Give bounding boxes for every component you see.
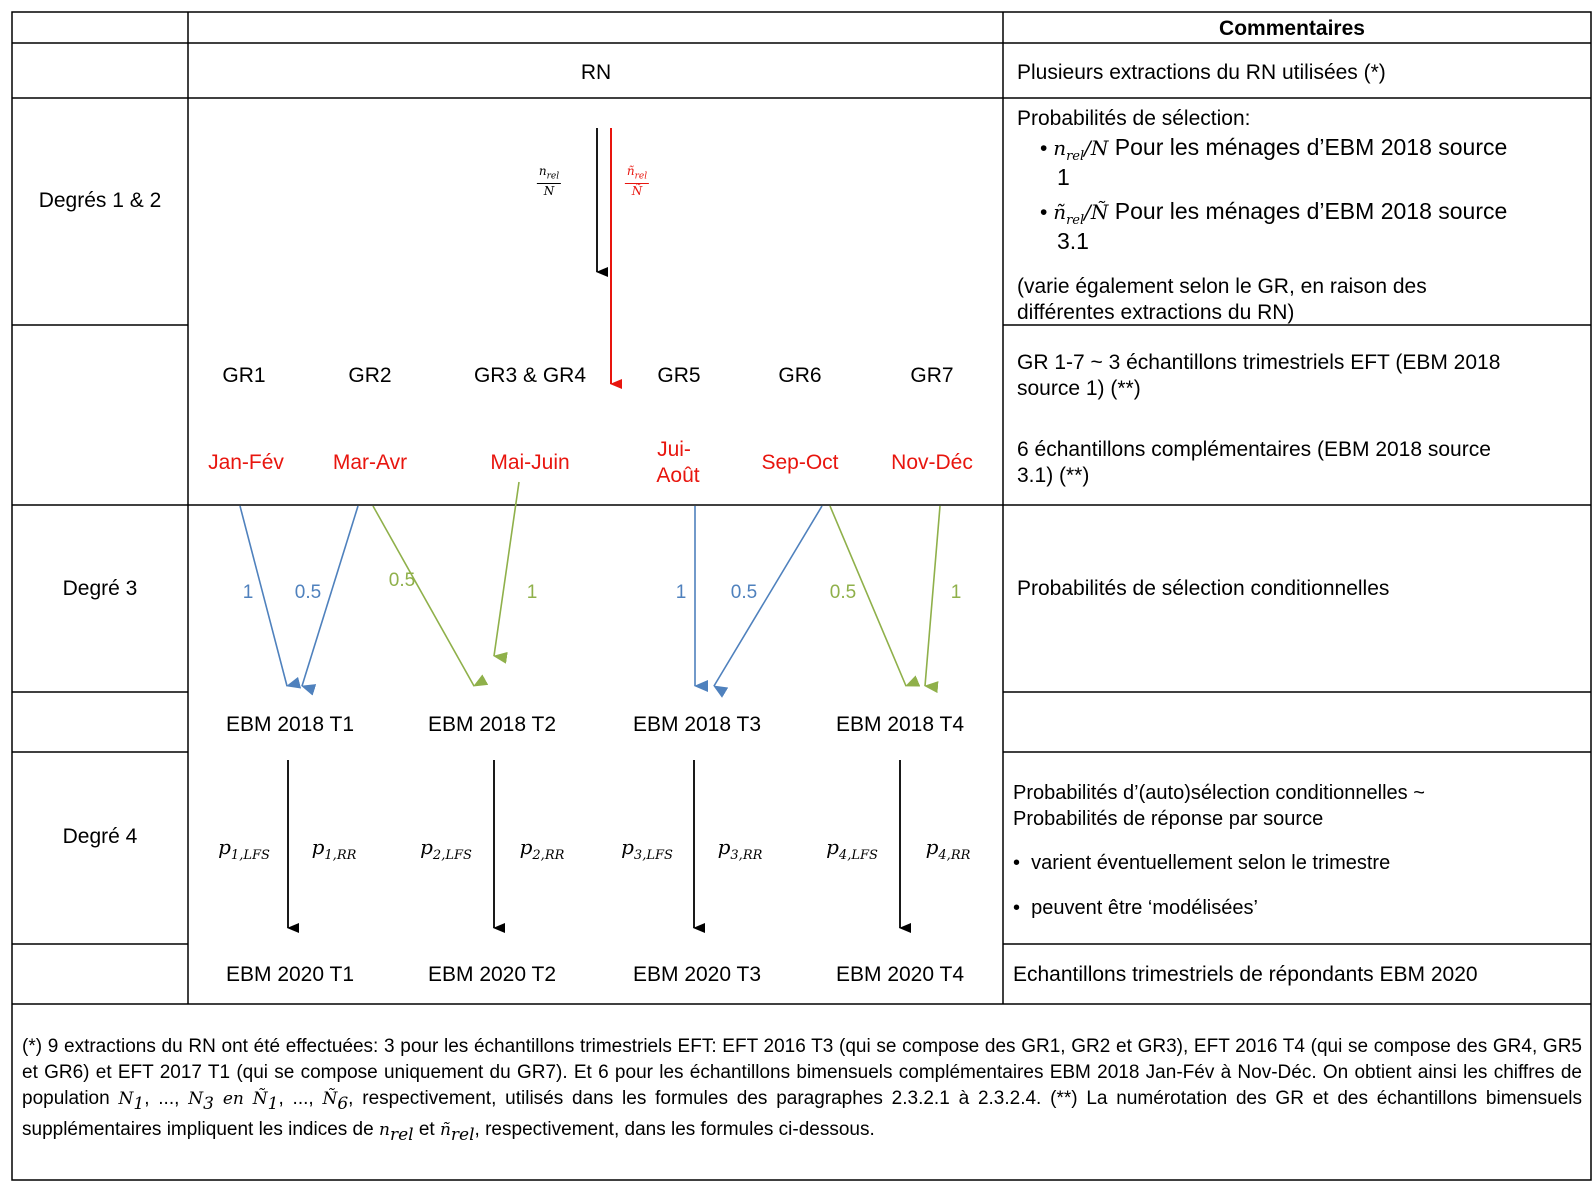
gr-1: GR1 [222, 364, 266, 387]
arrow-blue-4 [713, 505, 823, 698]
ebm2020-comment: Echantillons trimestriels de répondants … [1013, 963, 1478, 986]
arrow-green-1 [372, 505, 489, 687]
month-sep-oct: Sep-Oct [761, 451, 839, 474]
ebm2020-t4: EBM 2020 T4 [835, 963, 965, 986]
prob-3-lfs: p3,LFS [621, 835, 673, 863]
degres12-bullet-2: • ñrel/Ñ Pour les ménages d’EBM 2018 sou… [1040, 198, 1508, 229]
month-nov-dec: Nov-Déc [891, 451, 973, 474]
prob-3-rr: p3,RR [717, 835, 763, 863]
degres12-note-2: différentes extractions du RN) [1017, 301, 1295, 324]
weight-blue-1: 1 [242, 582, 254, 603]
prob-4-lfs: p4,LFS [826, 835, 878, 863]
frac-black: nrel N [536, 164, 562, 199]
arrow-blue-2 [301, 505, 359, 696]
gr-6: GR6 [778, 364, 822, 387]
degre3-label: Degré 3 [62, 577, 138, 600]
gr-comment-2-line2: 3.1) (**) [1017, 464, 1090, 487]
degre4-comment-1: Probabilités d’(auto)sélection condition… [1013, 782, 1425, 804]
gr-comment-1-line2: source 1) (**) [1017, 377, 1141, 400]
gr-7: GR7 [910, 364, 954, 387]
weight-green-2: 1 [526, 582, 538, 603]
ebm2018-t1: EBM 2018 T1 [225, 713, 355, 736]
rn-label: RN [580, 61, 612, 84]
weight-green-1: 0.5 [388, 570, 416, 591]
prob-4-rr: p4,RR [925, 835, 971, 863]
arrow-green-4 [924, 505, 941, 694]
degres12-bullet-1: • nrel/N Pour les ménages d’EBM 2018 sou… [1040, 134, 1508, 165]
degre4-label: Degré 4 [62, 825, 138, 848]
month-aout: Août [656, 464, 700, 487]
degres12-comment-intro: Probabilités de sélection: [1017, 107, 1251, 130]
prob-1-lfs: p1,LFS [218, 835, 270, 863]
month-mai-juin: Mai-Juin [490, 451, 570, 474]
gr-3-4: GR3 & GR4 [473, 364, 587, 387]
arrow-green-2 [493, 481, 520, 664]
degres12-bullet-2-cont: 3.1 [1057, 228, 1089, 254]
weight-blue-3: 1 [675, 582, 687, 603]
gr-comment-2-line1: 6 échantillons complémentaires (EBM 2018… [1017, 438, 1491, 461]
comments-header: Commentaires [1219, 17, 1365, 40]
ebm2020-t3: EBM 2020 T3 [632, 963, 762, 986]
weight-blue-2: 0.5 [294, 582, 322, 603]
prob-1-rr: p1,RR [311, 835, 357, 863]
ebm2018-t4: EBM 2018 T4 [835, 713, 965, 736]
ebm2018-t2: EBM 2018 T2 [427, 713, 557, 736]
gr-5: GR5 [657, 364, 701, 387]
degres12-bullet-1-cont: 1 [1057, 164, 1070, 190]
month-jan-fev: Jan-Fév [208, 451, 284, 474]
degres12-note-1: (varie également selon le GR, en raison … [1017, 275, 1427, 298]
arrow-blue-1 [239, 505, 302, 689]
degre3-comment: Probabilités de sélection conditionnelle… [1017, 577, 1390, 600]
rn-comment: Plusieurs extractions du RN utilisées (*… [1017, 61, 1386, 84]
gr-comment-1-line1: GR 1-7 ~ 3 échantillons trimestriels EFT… [1017, 351, 1501, 374]
arrow-green-3 [829, 505, 921, 687]
gr-2: GR2 [348, 364, 392, 387]
prob-2-lfs: p2,LFS [420, 835, 472, 863]
ebm2018-t3: EBM 2018 T3 [632, 713, 762, 736]
degre4-bullet-2: • peuvent être ‘modélisées’ [1013, 897, 1258, 919]
weight-green-3: 0.5 [829, 582, 857, 603]
prob-2-rr: p2,RR [519, 835, 565, 863]
month-mar-avr: Mar-Avr [332, 451, 408, 474]
degres12-label: Degrés 1 & 2 [38, 189, 162, 212]
ebm2020-t2: EBM 2020 T2 [427, 963, 557, 986]
weight-blue-4: 0.5 [730, 582, 758, 603]
weight-green-4: 1 [950, 582, 962, 603]
degre4-comment-2: Probabilités de réponse par source [1013, 808, 1324, 830]
month-jui: Jui- [657, 438, 691, 461]
ebm2020-t1: EBM 2020 T1 [225, 963, 355, 986]
frac-red: ñrel Ñ [624, 164, 650, 199]
degre4-bullet-1: • varient éventuellement selon le trimes… [1013, 852, 1391, 874]
footnote: (*) 9 extractions du RN ont été effectué… [22, 1036, 1583, 1145]
